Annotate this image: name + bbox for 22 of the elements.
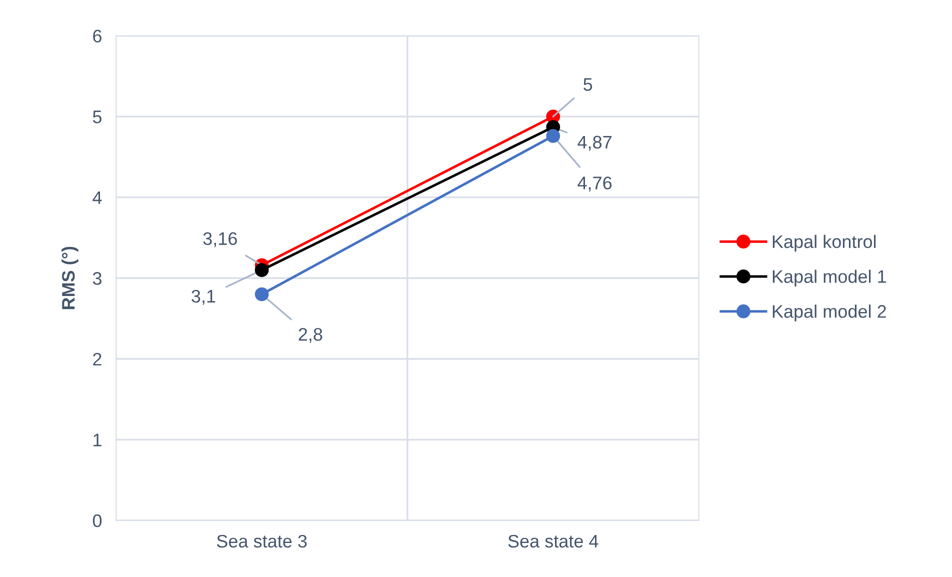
x-tick-label: Sea state 3 bbox=[216, 534, 307, 548]
y-tick-label: 2 bbox=[93, 352, 102, 366]
point bbox=[546, 128, 560, 143]
data-label: 3,1 bbox=[192, 290, 216, 305]
data-label: 3,16 bbox=[203, 232, 237, 248]
x-tick-label: Sea state 4 bbox=[508, 534, 598, 548]
data-label: 5 bbox=[584, 78, 592, 91]
y-tick-label: 0 bbox=[92, 514, 102, 528]
y-axis-title: RMS (°) bbox=[61, 246, 78, 310]
legend-label: Kapal model 1 bbox=[772, 270, 886, 287]
y-tick-label: 5 bbox=[92, 110, 102, 124]
y-tick-label: 6 bbox=[93, 30, 102, 42]
y-tick-label: 1 bbox=[94, 434, 102, 446]
data-label: 2,8 bbox=[298, 328, 322, 343]
point bbox=[254, 263, 269, 277]
y-tick-label: 4 bbox=[92, 191, 102, 204]
legend-label: Kapal model 2 bbox=[772, 304, 886, 322]
data-label: 4,76 bbox=[578, 176, 612, 192]
legend-label: Kapal kontrol bbox=[772, 234, 876, 252]
data-label: 4,87 bbox=[578, 136, 612, 151]
y-tick-label: 3 bbox=[92, 272, 102, 285]
point bbox=[254, 287, 269, 302]
